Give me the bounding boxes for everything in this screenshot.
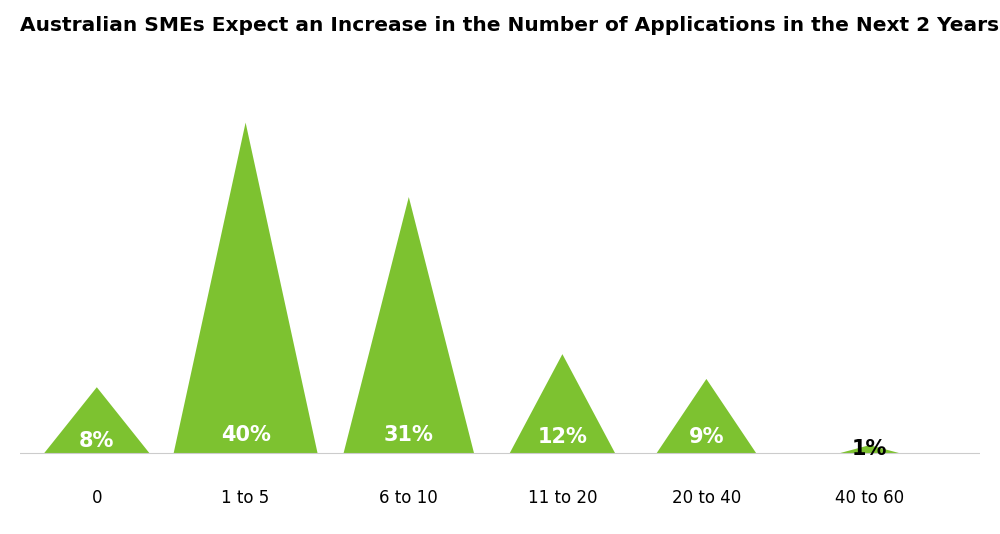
Text: 1%: 1% bbox=[852, 439, 887, 459]
Text: 12%: 12% bbox=[537, 427, 587, 446]
Polygon shape bbox=[839, 445, 900, 453]
Polygon shape bbox=[44, 387, 150, 453]
Text: Australian SMEs Expect an Increase in the Number of Applications in the Next 2 Y: Australian SMEs Expect an Increase in th… bbox=[20, 16, 999, 35]
Polygon shape bbox=[344, 197, 474, 453]
Text: 40%: 40% bbox=[221, 425, 271, 445]
Polygon shape bbox=[510, 354, 615, 453]
Polygon shape bbox=[656, 379, 756, 453]
Polygon shape bbox=[174, 123, 318, 453]
Text: 9%: 9% bbox=[689, 427, 724, 447]
Text: 31%: 31% bbox=[384, 425, 434, 445]
Text: 8%: 8% bbox=[79, 431, 114, 451]
